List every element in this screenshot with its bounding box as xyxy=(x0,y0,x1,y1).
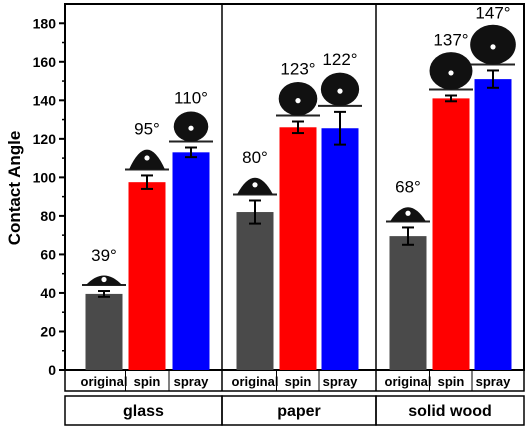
y-tick-label: 140 xyxy=(33,92,57,108)
y-tick-label: 100 xyxy=(33,169,57,185)
water-droplet-icon xyxy=(125,149,169,171)
y-tick-label: 60 xyxy=(40,246,56,262)
droplet-highlight xyxy=(337,88,343,94)
bar xyxy=(128,182,166,370)
group-label: glass xyxy=(123,403,164,420)
category-label: spray xyxy=(174,374,209,389)
y-tick-label: 180 xyxy=(33,15,57,31)
water-droplet-icon xyxy=(169,111,213,143)
angle-annotation: 122° xyxy=(322,50,357,69)
y-axis-label: Contact Angle xyxy=(5,131,24,246)
droplet-highlight xyxy=(144,155,150,161)
water-droplet-icon xyxy=(318,72,362,107)
bar xyxy=(389,236,427,370)
category-label: spin xyxy=(285,374,312,389)
droplet-highlight xyxy=(448,70,454,76)
category-label: original xyxy=(81,374,128,389)
bar xyxy=(432,98,470,371)
category-label: spin xyxy=(134,374,161,389)
droplet-highlight xyxy=(188,125,194,131)
bar xyxy=(279,127,317,370)
bar xyxy=(85,293,123,370)
angle-annotation: 95° xyxy=(134,120,160,139)
y-tick-label: 120 xyxy=(33,131,57,147)
bar xyxy=(236,212,274,370)
y-tick-label: 80 xyxy=(40,208,56,224)
angle-annotation: 80° xyxy=(242,148,268,167)
angle-annotation: 110° xyxy=(174,88,208,107)
label-layer: glass original 39° spin 95° spray 110° paper ori… xyxy=(81,3,512,420)
category-label: original xyxy=(385,374,432,389)
category-label: spin xyxy=(438,374,465,389)
y-tick-label: 40 xyxy=(40,285,56,301)
y-tick-label: 160 xyxy=(33,54,57,70)
angle-annotation: 123° xyxy=(280,59,315,78)
angle-annotation: 68° xyxy=(395,177,421,196)
group-label: paper xyxy=(277,403,321,420)
water-droplet-icon xyxy=(233,177,277,196)
category-label: spray xyxy=(323,374,358,389)
group-label-box xyxy=(375,395,525,426)
angle-annotation: 39° xyxy=(91,246,117,265)
droplet-highlight xyxy=(252,182,258,188)
angle-annotation: 147° xyxy=(475,3,510,22)
category-label: original xyxy=(232,374,279,389)
angle-annotation: 137° xyxy=(433,30,468,49)
water-droplet-icon xyxy=(82,275,126,287)
bar xyxy=(172,152,210,370)
droplet-highlight xyxy=(101,276,107,283)
y-tick-label: 20 xyxy=(40,323,56,339)
droplet-highlight xyxy=(490,44,496,50)
water-droplet-icon xyxy=(386,207,430,223)
bar xyxy=(321,128,359,370)
water-droplet-icon xyxy=(470,24,516,66)
bar xyxy=(474,79,512,370)
y-tick-label: 0 xyxy=(48,362,56,378)
droplet-highlight xyxy=(405,210,411,216)
droplet-layer xyxy=(82,24,516,287)
bar-layer xyxy=(85,69,512,371)
water-droplet-icon xyxy=(429,52,473,91)
water-droplet-icon xyxy=(276,81,320,117)
droplet-highlight xyxy=(295,98,301,104)
category-label: spray xyxy=(476,374,511,389)
group-label: solid wood xyxy=(408,403,492,420)
